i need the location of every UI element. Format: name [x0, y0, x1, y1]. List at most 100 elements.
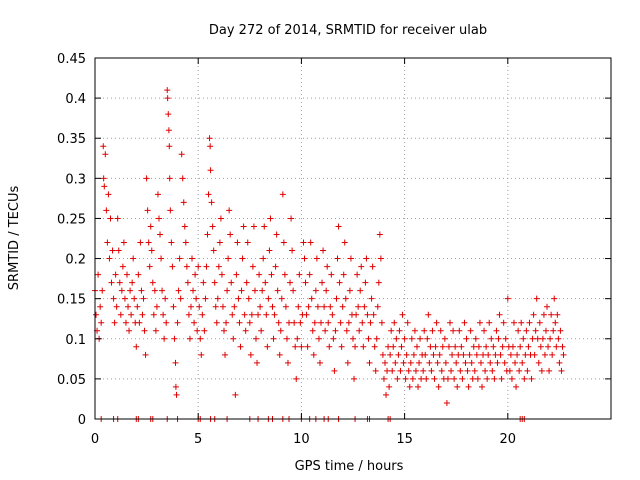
- data-point: [204, 231, 211, 238]
- data-point: [356, 327, 363, 334]
- data-point: [260, 255, 267, 262]
- data-point: [318, 319, 325, 326]
- data-point: [526, 319, 533, 326]
- data-point: [205, 191, 212, 198]
- data-point: [150, 311, 157, 318]
- data-point: [391, 319, 398, 326]
- data-point: [360, 343, 367, 350]
- data-point: [385, 343, 392, 350]
- data-point: [559, 343, 566, 350]
- data-point: [494, 359, 501, 366]
- data-point: [186, 335, 193, 342]
- data-point: [373, 335, 380, 342]
- y-axis-label: SRMTID / TECUs: [7, 186, 22, 291]
- data-point: [533, 295, 540, 302]
- data-point: [217, 215, 224, 222]
- data-point: [515, 327, 522, 334]
- data-point: [165, 127, 172, 134]
- data-point: [109, 247, 116, 254]
- data-point: [240, 223, 247, 230]
- y-tick-label: 0.05: [57, 373, 86, 388]
- data-point: [159, 287, 166, 294]
- data-point: [175, 287, 182, 294]
- data-point: [113, 303, 120, 310]
- data-point: [280, 239, 287, 246]
- data-point: [457, 367, 464, 374]
- data-point: [187, 303, 194, 310]
- data-point: [535, 359, 542, 366]
- data-point: [330, 335, 337, 342]
- data-point: [415, 383, 422, 390]
- data-point: [115, 247, 122, 254]
- data-point: [438, 367, 445, 374]
- data-point: [242, 327, 249, 334]
- data-point: [530, 311, 537, 318]
- data-point: [463, 335, 470, 342]
- data-point: [201, 327, 208, 334]
- data-point: [467, 327, 474, 334]
- data-point: [517, 343, 524, 350]
- data-point: [140, 295, 147, 302]
- data-point: [377, 255, 384, 262]
- data-point: [313, 255, 320, 262]
- data-point: [399, 311, 406, 318]
- data-point: [409, 375, 416, 382]
- x-axis-label: GPS time / hours: [295, 459, 404, 474]
- data-point: [462, 359, 469, 366]
- data-point: [518, 319, 525, 326]
- data-point: [100, 175, 107, 182]
- data-point: [256, 271, 263, 278]
- data-point: [154, 191, 161, 198]
- data-point: [267, 215, 274, 222]
- data-point: [117, 311, 124, 318]
- data-point: [128, 311, 135, 318]
- data-point: [384, 367, 391, 374]
- data-point: [508, 375, 515, 382]
- data-point: [265, 295, 272, 302]
- data-point: [335, 223, 342, 230]
- data-point: [177, 295, 184, 302]
- data-point: [227, 231, 234, 238]
- data-point: [412, 367, 419, 374]
- data-point: [354, 271, 361, 278]
- data-point: [336, 279, 343, 286]
- data-point: [376, 231, 383, 238]
- data-point: [236, 319, 243, 326]
- data-point: [137, 239, 144, 246]
- data-point: [520, 335, 527, 342]
- data-point: [244, 239, 251, 246]
- data-point: [338, 343, 345, 350]
- data-point: [418, 375, 425, 382]
- data-point: [192, 271, 199, 278]
- data-point: [531, 351, 538, 358]
- data-point: [459, 375, 466, 382]
- data-point: [367, 319, 374, 326]
- data-point: [497, 351, 504, 358]
- data-point: [383, 391, 390, 398]
- data-point: [297, 319, 304, 326]
- data-point: [243, 279, 250, 286]
- data-point: [181, 223, 188, 230]
- data-point: [453, 359, 460, 366]
- data-point: [174, 319, 181, 326]
- data-point: [411, 327, 418, 334]
- data-point: [172, 359, 179, 366]
- data-point: [343, 327, 350, 334]
- data-point: [355, 303, 362, 310]
- data-point: [303, 311, 310, 318]
- data-point: [111, 319, 118, 326]
- data-point: [146, 263, 153, 270]
- x-tick-label: 15: [396, 432, 413, 447]
- data-point: [392, 359, 399, 366]
- data-point: [284, 359, 291, 366]
- data-point: [474, 375, 481, 382]
- data-point: [118, 287, 125, 294]
- data-point: [428, 367, 435, 374]
- data-point: [496, 311, 503, 318]
- data-point: [396, 327, 403, 334]
- data-point: [230, 335, 237, 342]
- data-point: [529, 335, 536, 342]
- data-point: [484, 375, 491, 382]
- data-point: [365, 335, 372, 342]
- data-point: [477, 359, 484, 366]
